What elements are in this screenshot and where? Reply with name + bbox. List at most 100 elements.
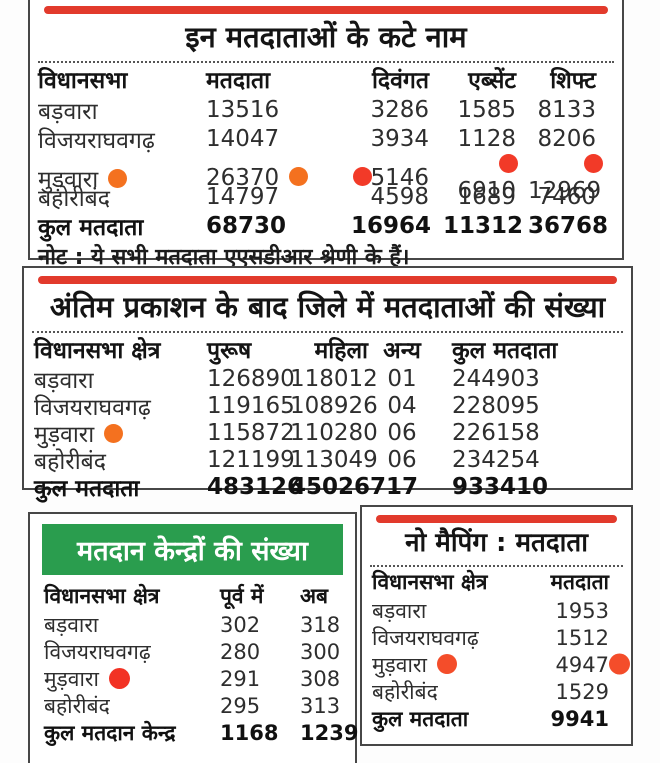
column-header: शिफ्ट	[550, 68, 596, 95]
table-total-row: कुल मतदाता 9941	[362, 705, 631, 732]
cell-value: 295	[220, 694, 261, 718]
cell-value: 6910	[457, 178, 516, 205]
highlight-dot-icon	[584, 154, 604, 174]
highlight-dot-icon	[436, 653, 457, 674]
table-header-row: विधानसभा मतदाता दिवंगत एब्सेंट शिफ्ट	[30, 63, 622, 94]
row-label: बड़वारा	[44, 613, 99, 637]
column-header: अन्य	[383, 338, 421, 365]
cell-value: 280	[220, 640, 261, 664]
total-value: 9941	[550, 706, 609, 731]
cell-value: 318	[300, 613, 341, 637]
panel-polling-stations: मतदान केन्द्रों की संख्या विधानसभा क्षेत…	[28, 512, 358, 763]
total-value: 1168	[220, 721, 279, 745]
table-row: बहोरीबंद 1529	[362, 678, 631, 705]
table-header-row: विधानसभा क्षेत्र पुरूष महिला अन्य कुल मत…	[24, 333, 631, 365]
highlight-dot-icon	[104, 424, 124, 444]
row-label: बहोरीबंद	[34, 449, 107, 476]
total-value: 933410	[452, 474, 549, 501]
column-header: पुरूष	[207, 338, 252, 365]
total-label: कुल मतदाता	[372, 706, 469, 731]
cell-value: 1128	[457, 126, 516, 153]
cell-value: 121199	[207, 447, 295, 474]
highlight-dot-icon	[353, 167, 373, 187]
table-row: विजयराघवगढ़ 280 300	[30, 638, 355, 665]
total-value: 16964	[351, 213, 432, 240]
row-label: मुड़वारा	[34, 422, 95, 449]
cell-value: 115872	[207, 420, 295, 447]
total-label: कुल मतदान केन्द्र	[44, 721, 176, 745]
total-value: 36768	[528, 213, 609, 240]
total-value: 68730	[206, 213, 287, 240]
cell-value: 126890	[207, 366, 295, 393]
cell-value: 302	[220, 613, 261, 637]
cell-value: 118012	[290, 366, 378, 393]
cell-value: 8133	[537, 97, 596, 124]
total-value: 11312	[443, 213, 524, 240]
cell-value: 291	[220, 667, 261, 691]
cell-value: 119165	[207, 393, 295, 420]
row-label: बड़वारा	[38, 99, 98, 126]
total-value: 483126	[207, 474, 304, 501]
row-label: बड़वारा	[372, 598, 427, 623]
cell-value: 4598	[370, 184, 429, 211]
cell-value: 108926	[290, 393, 378, 420]
dotted-divider	[32, 331, 623, 334]
cell-value: 12969	[528, 178, 602, 205]
table-row: बड़वारा 1953	[362, 597, 631, 624]
cell-value: 5146	[370, 165, 429, 192]
cell-value: 8206	[537, 126, 596, 153]
highlight-dot-icon	[108, 169, 128, 189]
table-row: विजयराघवगढ़ 119165 108926 04 228095	[24, 390, 631, 421]
table-row-highlighted: मुड़वारा 291 308	[30, 665, 355, 692]
cell-value: 300	[300, 640, 341, 664]
column-header: मतदाता	[550, 569, 609, 594]
table-row: बड़वारा 302 318	[30, 611, 355, 638]
row-label: विजयराघवगढ़	[44, 640, 151, 664]
highlight-dot-icon	[108, 667, 130, 689]
row-label: विजयराघवगढ़	[38, 128, 155, 155]
table-total-row: कुल मतदाता 68730 16964 11312 36768	[30, 210, 622, 242]
dotted-divider	[370, 564, 623, 567]
table-row: बड़वारा 126890 118012 01 244903	[24, 363, 631, 394]
column-header: मतदाता	[206, 68, 271, 95]
row-label: मुड़वारा	[38, 167, 99, 194]
cell-value: 244903	[452, 366, 540, 393]
red-accent-bar	[44, 6, 608, 14]
panel-deleted-voters: इन मतदाताओं के कटे नाम विधानसभा मतदाता द…	[28, 0, 624, 270]
table-row: विजयराघवगढ़ 1512	[362, 624, 631, 651]
cell-value: 06	[387, 447, 417, 474]
column-header: दिवंगत	[371, 68, 429, 95]
total-label: कुल मतदाता	[34, 476, 140, 503]
table-row-highlighted: मुड़वारा 26370 5146 6910 12969	[30, 152, 622, 204]
panel-title: नो मैपिंग : मतदाता	[405, 528, 588, 558]
row-label: विजयराघवगढ़	[34, 395, 151, 422]
cell-value: 7460	[537, 184, 596, 211]
table-row-highlighted: मुड़वारा 4947	[362, 651, 631, 678]
table-header-row: विधानसभा क्षेत्र मतदाता	[362, 567, 631, 597]
cell-value: 26370	[206, 165, 280, 192]
row-label: बहोरीबंद	[372, 679, 438, 704]
row-label: बड़वारा	[34, 368, 94, 395]
table-row: बहोरीबंद 295 313	[30, 692, 355, 719]
cell-value: 3934	[370, 126, 429, 153]
cell-value: 110280	[290, 420, 378, 447]
column-header: कुल मतदाता	[452, 338, 558, 365]
red-accent-bar	[376, 515, 617, 523]
panel-voters-after-publication: अंतिम प्रकाशन के बाद जिले में मतदाताओं क…	[22, 266, 633, 502]
cell-value: 13516	[206, 97, 280, 124]
column-header: विधानसभा क्षेत्र	[44, 584, 160, 608]
cell-value: 1689	[457, 184, 516, 211]
total-label: कुल मतदाता	[38, 215, 144, 242]
cell-value: 1529	[555, 679, 609, 704]
row-label: बहोरीबंद	[44, 694, 110, 718]
row-label: विजयराघवगढ़	[372, 625, 479, 650]
cell-value: 01	[387, 366, 417, 393]
table-row: विजयराघवगढ़ 14047 3934 1128 8206	[30, 123, 622, 155]
row-label: बहोरीबंद	[38, 186, 111, 213]
column-header: विधानसभा क्षेत्र	[372, 569, 488, 594]
cell-value: 308	[300, 667, 341, 691]
cell-value: 1585	[457, 97, 516, 124]
table-total-row: कुल मतदाता 483126 450267 17 933410	[24, 471, 631, 502]
cell-value: 1512	[555, 625, 609, 650]
cell-value: 04	[387, 393, 417, 420]
